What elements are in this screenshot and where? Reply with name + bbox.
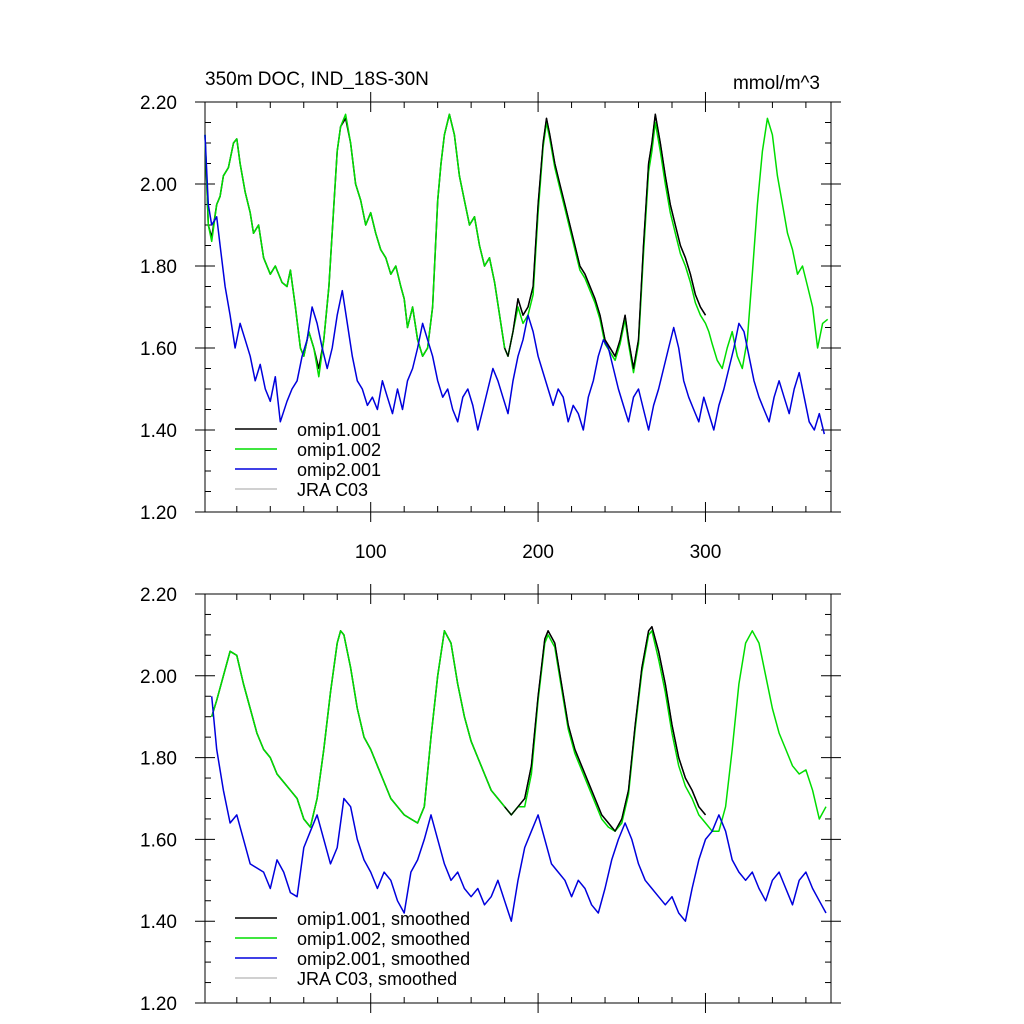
series-line-omip1-001 [204, 113, 707, 370]
x-tick-label: 300 [690, 542, 722, 563]
chart-2: 1.20 1.40 1.60 1.80 2.00 2.20 omip1.001, smoot… [140, 584, 841, 1015]
x-tick-label: 100 [355, 542, 387, 563]
legend-label: omip1.002, smoothed [297, 929, 470, 949]
y-tick-label: 1.80 [140, 749, 177, 770]
y-tick-label: 1.20 [140, 994, 177, 1015]
y-tick-label: 1.60 [140, 339, 177, 360]
legend-label: omip1.001, smoothed [297, 909, 470, 929]
series-line-omip1-001-overlay [504, 626, 706, 832]
y-tick-label: 1.40 [140, 421, 177, 442]
y-tick-label: 1.80 [140, 257, 177, 278]
y-tick-label: 2.00 [140, 175, 177, 196]
series-line-omip1-002 [204, 113, 829, 378]
chart-title: 350m DOC, IND_18S-30N [205, 69, 429, 90]
y-tick-label: 2.20 [140, 93, 177, 114]
series-line-omip2-001-smoothed [210, 696, 827, 922]
series-line-omip1-001-smoothed [210, 625, 707, 832]
x-tick-label: 200 [522, 542, 554, 563]
legend-label: omip2.001 [297, 460, 381, 480]
y-tick-label: 1.40 [140, 912, 177, 933]
y-tick-label: 1.60 [140, 830, 177, 851]
units-label: mmol/m^3 [733, 73, 820, 94]
legend-label: omip1.002 [297, 440, 381, 460]
y-tick-label: 1.20 [140, 503, 177, 524]
legend-label: omip2.001, smoothed [297, 949, 470, 969]
legend-label: JRA C03, smoothed [297, 969, 457, 989]
legend-label: omip1.001 [297, 420, 381, 440]
series-line-omip1-002-smoothed [210, 630, 827, 832]
y-tick-label: 2.00 [140, 667, 177, 688]
series-line-omip2-001 [204, 134, 826, 435]
chart-1: 1.20 1.40 1.60 1.80 2.00 2.20 100 200 300 350m DO… [140, 69, 841, 563]
legend-label: JRA C03 [297, 480, 368, 500]
y-tick-label: 2.20 [140, 585, 177, 606]
series-line-omip1-001-overlay [504, 113, 707, 370]
